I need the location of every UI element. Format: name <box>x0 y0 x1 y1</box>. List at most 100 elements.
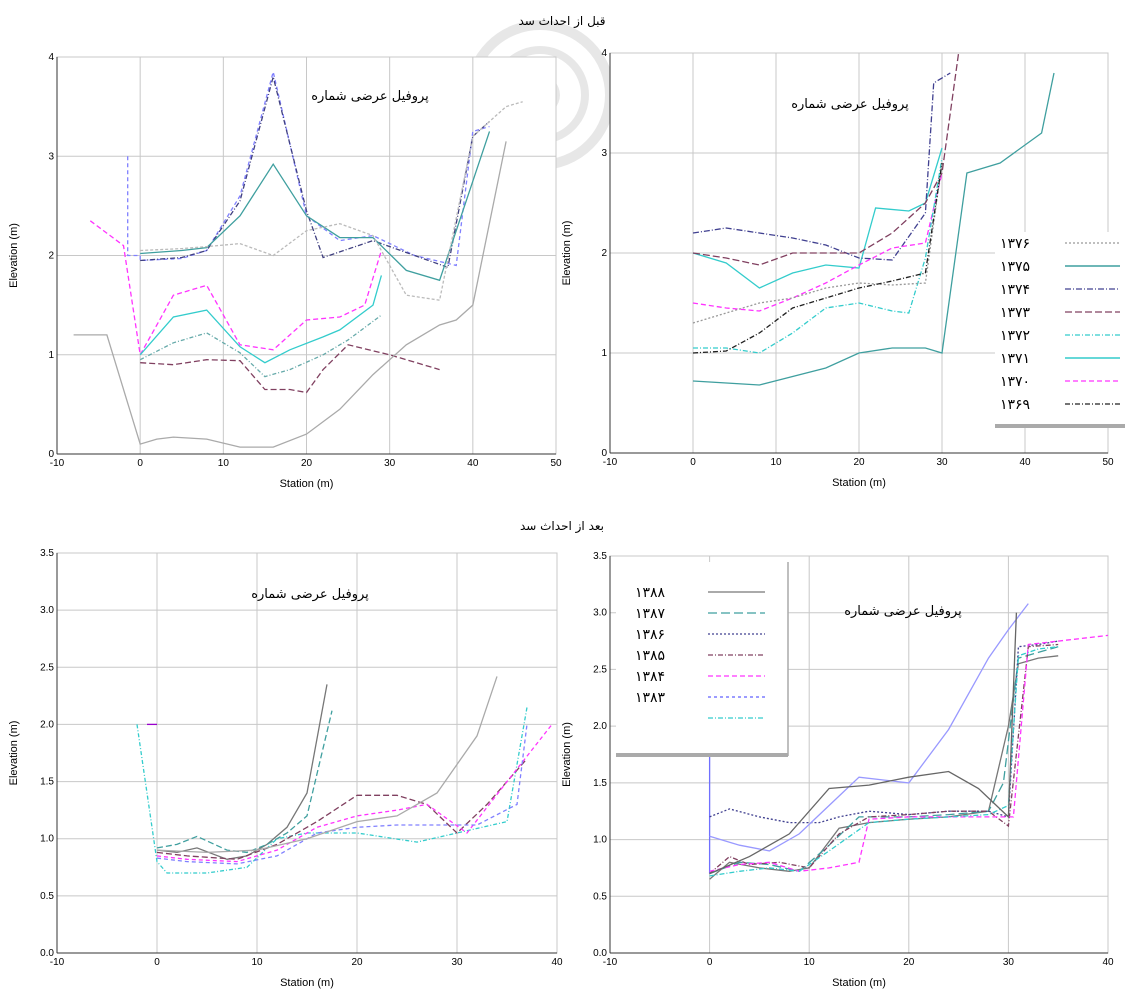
series-line <box>139 275 383 364</box>
y-tick-label: 0.5 <box>40 891 54 902</box>
y-tick-label: 2.5 <box>593 664 607 675</box>
x-tick-label: -10 <box>603 957 618 968</box>
y-tick-label: 2.0 <box>593 721 607 732</box>
y-tick-label: 1 <box>48 350 54 361</box>
legend-label: ۱۳۷۰ <box>1000 374 1030 390</box>
series-line <box>692 147 943 289</box>
y-tick-label: 1 <box>601 348 607 359</box>
plot-area <box>56 552 558 954</box>
series-line <box>140 101 523 301</box>
legend-chart-4: ۱۳۸۸ ۱۳۸۷ ۱۳۸۶ ۱۳۸۵ ۱۳۸۴ ۱۳۸۳ <box>616 562 789 757</box>
legend-label: ۱۳۸۴ <box>635 669 665 685</box>
series-line <box>156 676 498 854</box>
x-axis-label: Station (m) <box>280 478 334 490</box>
chart-title: پروفیل عرضی شماره <box>251 587 369 602</box>
x-tick-label: 20 <box>853 457 865 468</box>
y-tick-label: 0.5 <box>593 891 607 902</box>
x-axis-label: Station (m) <box>280 977 334 989</box>
x-tick-label: 10 <box>804 957 816 968</box>
series-line <box>692 72 1055 386</box>
y-tick-label: 3.0 <box>593 608 607 619</box>
legend-label: ۱۳۷۲ <box>1000 328 1030 344</box>
series-line <box>140 131 491 282</box>
legend-label: ۱۳۸۸ <box>635 585 666 601</box>
series-line <box>709 634 1109 872</box>
series-line <box>140 344 440 394</box>
y-tick-label: 4 <box>601 48 607 59</box>
y-tick-label: 0.0 <box>40 948 54 959</box>
x-tick-label: 20 <box>903 957 915 968</box>
x-tick-label: 10 <box>218 458 230 469</box>
series-line <box>693 157 943 354</box>
y-tick-label: 2 <box>48 251 54 262</box>
x-tick-label: 0 <box>154 957 160 968</box>
series-line <box>156 710 333 854</box>
legend-label: ۱۳۷۴ <box>1000 282 1030 298</box>
y-tick-label: 1.0 <box>40 834 54 845</box>
series-line <box>156 723 553 863</box>
series-line <box>139 314 382 378</box>
x-tick-label: 0 <box>137 458 143 469</box>
legend-box <box>616 562 788 756</box>
top-heading: قبل از احداث سد <box>518 14 605 29</box>
legend-label: ۱۳۷۵ <box>1000 259 1030 275</box>
y-tick-label: 3.0 <box>40 605 54 616</box>
legend-bottom-bar <box>995 424 1125 428</box>
y-tick-label: 3 <box>48 151 54 162</box>
y-tick-label: 0.0 <box>593 948 607 959</box>
x-tick-label: 0 <box>707 957 713 968</box>
chart-title: پروفیل عرضی شماره <box>844 604 962 619</box>
y-tick-label: 1.5 <box>40 777 54 788</box>
series-line <box>73 141 507 448</box>
series-line <box>709 643 1059 875</box>
x-tick-label: 40 <box>551 957 563 968</box>
y-tick-label: 2.0 <box>40 719 54 730</box>
legend-label: ۱۳۷۱ <box>1000 351 1030 367</box>
y-tick-label: 2 <box>601 248 607 259</box>
series-line <box>692 162 943 324</box>
x-tick-label: 50 <box>1102 457 1114 468</box>
y-axis-label: Elevation (m) <box>561 221 573 286</box>
x-tick-label: -10 <box>50 957 65 968</box>
y-tick-label: 3.5 <box>593 551 607 562</box>
series-line <box>709 612 1018 875</box>
x-axis-label: Station (m) <box>832 477 886 489</box>
x-tick-label: 20 <box>301 458 313 469</box>
x-tick-label: 10 <box>770 457 782 468</box>
x-tick-label: 30 <box>451 957 463 968</box>
x-tick-label: 20 <box>351 957 363 968</box>
series-line <box>140 76 490 269</box>
legend-label: ۱۳۸۷ <box>635 606 666 622</box>
y-tick-label: 4 <box>48 52 54 63</box>
series-line <box>127 71 490 267</box>
legend-label: ۱۳۸۳ <box>635 690 666 706</box>
y-tick-label: 2.5 <box>40 662 54 673</box>
legend-label: ۱۳۸۶ <box>635 627 665 643</box>
chart-3: -10 0 10 20 30 40 0.0 0.5 1.0 1.5 2.0 2.5 3.0 3.5 Stat… <box>8 548 563 989</box>
y-tick-label: 3 <box>601 148 607 159</box>
y-tick-label: 1.5 <box>593 778 607 789</box>
y-axis-label: Elevation (m) <box>8 223 20 288</box>
series-line <box>692 52 960 266</box>
x-tick-label: 50 <box>550 458 562 469</box>
series-line <box>709 640 1059 824</box>
x-tick-label: -10 <box>603 457 618 468</box>
x-tick-label: 30 <box>936 457 948 468</box>
series-line <box>709 603 1029 852</box>
x-tick-label: 40 <box>1019 457 1031 468</box>
series-line <box>156 724 528 865</box>
x-tick-label: 40 <box>467 458 479 469</box>
legend-chart-2: ۱۳۷۶ ۱۳۷۵ ۱۳۷۴ ۱۳۷۳ ۱۳۷۲ ۱۳۷۱ ۱۳۷۰ ۱۳۶۹ <box>995 232 1125 428</box>
legend-label: ۱۳۸۵ <box>635 648 665 664</box>
y-axis-label: Elevation (m) <box>561 722 573 787</box>
series-line <box>692 172 943 312</box>
x-tick-label: 0 <box>690 457 696 468</box>
chart-title: پروفیل عرضی شماره <box>791 97 909 112</box>
x-tick-label: 10 <box>251 957 263 968</box>
x-tick-label: 40 <box>1102 957 1114 968</box>
legend-label: ۱۳۷۳ <box>1000 305 1031 321</box>
legend-box <box>995 232 1125 427</box>
